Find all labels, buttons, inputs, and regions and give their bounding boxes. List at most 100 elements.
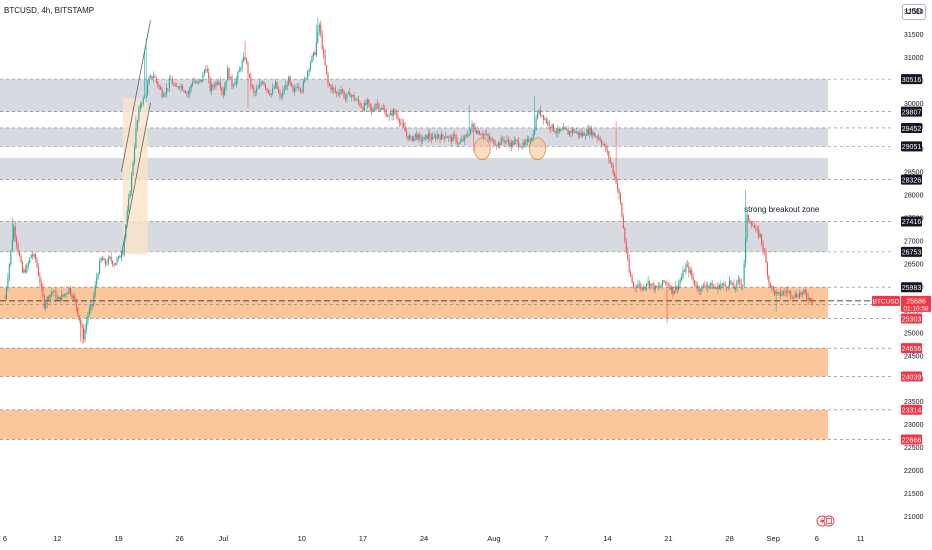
candle-body <box>589 127 591 135</box>
candle-body <box>222 90 224 96</box>
candle-body <box>756 228 758 230</box>
candle-body <box>113 264 115 266</box>
candle-body <box>288 76 290 86</box>
candle-body <box>75 298 77 308</box>
candle-body <box>128 197 130 211</box>
time-axis-tick: 17 <box>359 534 367 543</box>
candle-body <box>199 79 201 82</box>
candle-body <box>292 86 294 92</box>
candle-body <box>627 251 629 259</box>
candle-body <box>97 274 99 278</box>
candle-body <box>430 137 432 140</box>
candle-body <box>755 228 757 229</box>
support-zone <box>0 348 828 377</box>
candle-body <box>811 301 814 303</box>
candle-body <box>750 222 752 225</box>
candle-body <box>267 90 269 93</box>
candle-body <box>40 283 42 287</box>
candle-body <box>135 128 137 148</box>
candle-body <box>810 298 812 302</box>
candle-body <box>614 173 616 177</box>
currency-button[interactable]: USD <box>902 4 926 20</box>
candle-body <box>522 142 524 147</box>
candle-body <box>372 109 374 111</box>
time-axis-tick: Jul <box>218 534 228 543</box>
candle-body <box>379 109 381 110</box>
candle-body <box>7 277 9 289</box>
level-label: 25983 <box>902 285 922 292</box>
candle-body <box>112 260 114 265</box>
level-label-box <box>901 371 922 382</box>
candle-body <box>442 134 444 137</box>
candle-body <box>190 84 192 88</box>
time-axis-tick: Aug <box>487 534 500 543</box>
candle-body <box>397 115 399 119</box>
level-label-box <box>901 74 922 85</box>
candle-body <box>141 103 143 105</box>
candle-body <box>336 92 338 94</box>
candle-body <box>669 285 671 290</box>
candle-body <box>723 283 725 285</box>
price-axis-tick: 31500 <box>904 32 924 39</box>
candle-body <box>455 134 457 142</box>
candle-body <box>506 140 508 142</box>
candle-body <box>602 144 604 145</box>
candle-body <box>36 258 38 267</box>
candle-body <box>637 284 639 288</box>
candle-body <box>343 91 345 98</box>
price-axis-tick: 21500 <box>904 491 924 498</box>
candle-body <box>275 81 277 88</box>
candle-body <box>654 286 656 290</box>
candle-body <box>358 99 360 103</box>
candle-body <box>339 93 341 94</box>
time-axis[interactable]: 6 12 19 26 Jul 10 17 24 Aug 7 14 21 28 Sep 6 11 <box>3 534 865 543</box>
candle-body <box>678 283 680 290</box>
candle-body <box>195 81 197 83</box>
candle-body <box>550 126 552 129</box>
candle-body <box>245 58 248 63</box>
candle-body <box>595 136 597 137</box>
candle-body <box>163 95 165 97</box>
level-label-box <box>901 434 922 445</box>
candle-body <box>394 109 396 114</box>
candle-body <box>494 144 496 146</box>
candle-body <box>688 265 690 273</box>
candle-body <box>16 237 18 245</box>
candle-body <box>270 93 272 95</box>
candle-body <box>269 92 271 95</box>
candle-body <box>77 307 79 316</box>
candle-body <box>762 243 764 251</box>
candle-body <box>566 128 568 131</box>
candle-body <box>33 254 35 257</box>
candle-body <box>144 97 146 99</box>
candle-body <box>593 132 595 137</box>
candle-body <box>266 88 268 91</box>
level-label-box <box>901 404 922 415</box>
candle-body <box>701 285 703 291</box>
candle-body <box>713 286 715 289</box>
candle-body <box>250 76 252 86</box>
candle-body <box>502 138 504 140</box>
candle-body <box>470 128 472 135</box>
candle-body <box>88 309 90 315</box>
candle-body <box>432 136 434 140</box>
candle-body <box>774 290 776 295</box>
candle-body <box>804 290 806 294</box>
price-axis-tick: 25000 <box>904 330 924 337</box>
candle-body <box>782 291 784 295</box>
candle-body <box>785 291 787 293</box>
candle-body <box>87 314 89 322</box>
candle-body <box>42 286 44 296</box>
candle-body <box>711 282 713 289</box>
candle-body <box>152 76 154 79</box>
candle-body <box>342 89 344 92</box>
candle-body <box>248 73 250 77</box>
candle-body <box>731 283 734 285</box>
candle-body <box>532 134 534 139</box>
candle-body <box>27 262 29 266</box>
candle-body <box>423 137 425 141</box>
candle-body <box>213 86 216 88</box>
icons-layer <box>816 515 835 527</box>
